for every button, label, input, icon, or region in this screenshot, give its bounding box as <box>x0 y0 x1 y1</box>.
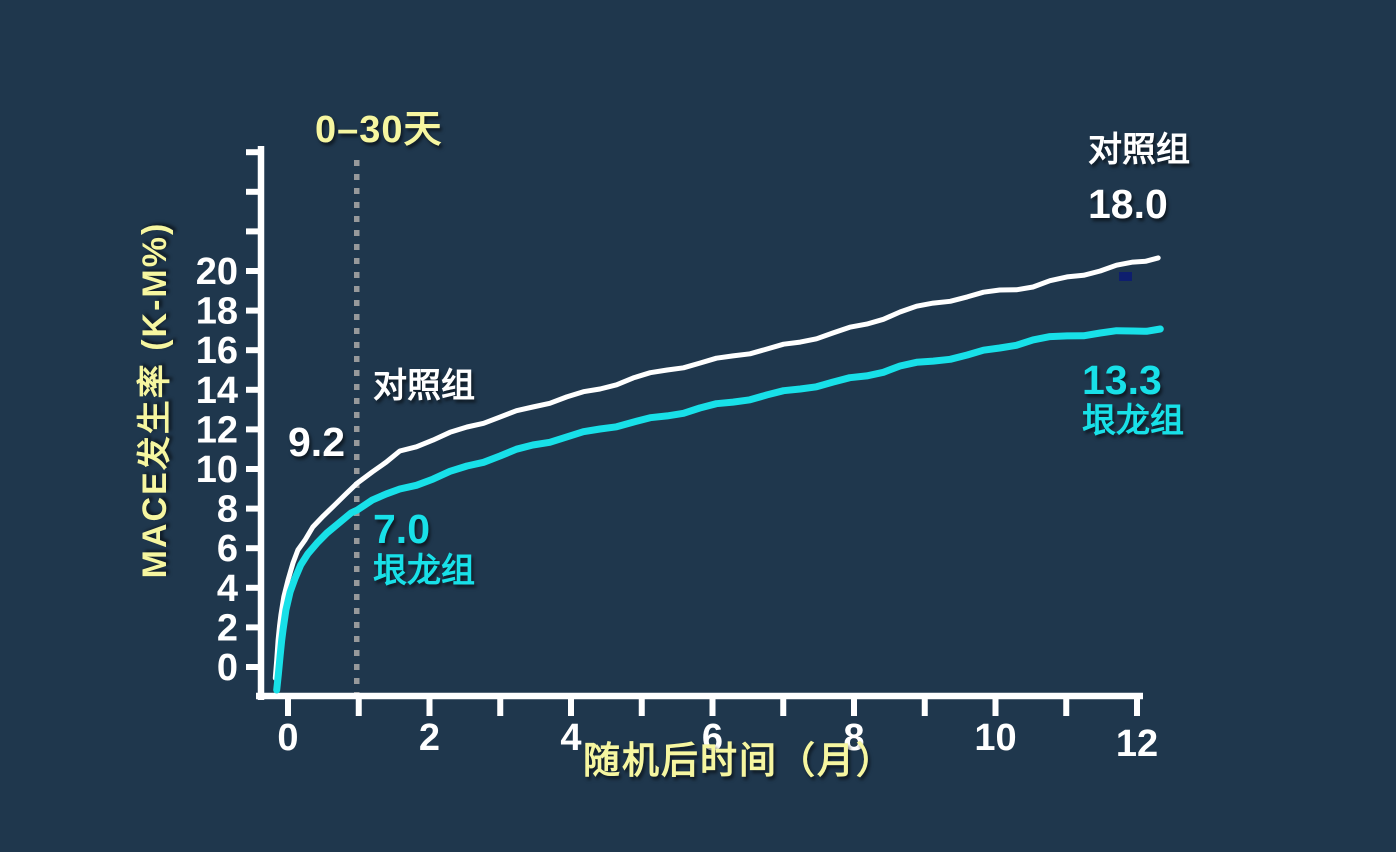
y-tick-label: 0 <box>217 647 238 689</box>
treatment-30day-value: 7.0 <box>373 506 430 552</box>
y-tick-label: 6 <box>217 528 238 570</box>
y-tick-label: 18 <box>196 291 238 333</box>
x-tick-label: 6 <box>702 717 723 759</box>
treatment-group-curve <box>273 325 1164 694</box>
control-12month-value: 18.0 <box>1088 181 1168 227</box>
control-group-end-label: 对照组 <box>1088 131 1190 169</box>
control-group-curve <box>272 255 1161 681</box>
y-tick-label: 20 <box>196 251 238 293</box>
navy-artifact-dash <box>1119 272 1132 281</box>
y-tick-label: 12 <box>196 409 238 451</box>
y-tick-label: 10 <box>196 449 238 491</box>
y-tick-label: 14 <box>196 370 238 412</box>
x-tick-label: 4 <box>560 717 581 759</box>
control-group-mid-label: 对照组 <box>373 367 475 405</box>
control-30day-value: 9.2 <box>288 419 345 465</box>
x-tick-label: 2 <box>419 717 440 759</box>
x-tick-label: 10 <box>974 717 1016 759</box>
x-tick-label: 0 <box>277 717 298 759</box>
treatment-group-end-label: 垠龙组 <box>1082 402 1184 440</box>
treatment-12month-value: 13.3 <box>1082 357 1162 403</box>
y-tick-label: 4 <box>217 568 238 610</box>
x-tick-label: 8 <box>843 717 864 759</box>
y-tick-label: 2 <box>217 607 238 649</box>
y-tick-label: 16 <box>196 330 238 372</box>
x-axis-title: 随机后时间（月） <box>583 740 895 781</box>
y-axis-title: MACE发生率 (K-M%) <box>136 221 175 579</box>
period-0-30-days-label: 0–30天 <box>315 109 443 151</box>
x-tick-label: 12 <box>1116 723 1158 765</box>
treatment-group-mid-label: 垠龙组 <box>373 552 475 590</box>
y-tick-label: 8 <box>217 489 238 531</box>
